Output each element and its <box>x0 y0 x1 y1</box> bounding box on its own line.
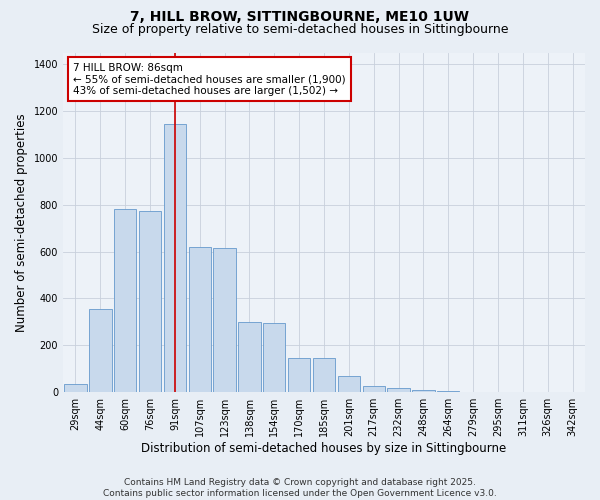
Text: Size of property relative to semi-detached houses in Sittingbourne: Size of property relative to semi-detach… <box>92 22 508 36</box>
Y-axis label: Number of semi-detached properties: Number of semi-detached properties <box>15 113 28 332</box>
Bar <box>188 247 211 392</box>
Bar <box>313 358 335 392</box>
Bar <box>139 210 161 392</box>
Bar <box>238 322 260 392</box>
Bar <box>263 323 286 392</box>
Bar <box>64 384 86 392</box>
Bar <box>338 376 360 392</box>
Text: 7 HILL BROW: 86sqm
← 55% of semi-detached houses are smaller (1,900)
43% of semi: 7 HILL BROW: 86sqm ← 55% of semi-detache… <box>73 62 346 96</box>
Text: 7, HILL BROW, SITTINGBOURNE, ME10 1UW: 7, HILL BROW, SITTINGBOURNE, ME10 1UW <box>131 10 470 24</box>
Bar <box>214 248 236 392</box>
Bar <box>437 391 460 392</box>
Bar <box>114 210 136 392</box>
Bar <box>362 386 385 392</box>
Bar <box>89 309 112 392</box>
Bar <box>288 358 310 392</box>
Text: Contains HM Land Registry data © Crown copyright and database right 2025.
Contai: Contains HM Land Registry data © Crown c… <box>103 478 497 498</box>
Bar <box>164 124 186 392</box>
Bar <box>388 388 410 392</box>
X-axis label: Distribution of semi-detached houses by size in Sittingbourne: Distribution of semi-detached houses by … <box>142 442 506 455</box>
Bar <box>412 390 434 392</box>
